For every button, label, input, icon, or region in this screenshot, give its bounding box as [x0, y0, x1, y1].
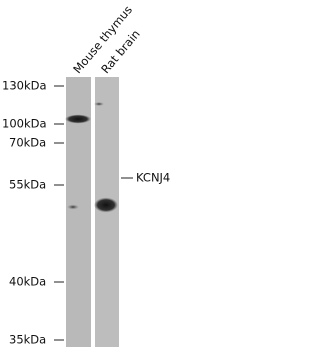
band	[94, 197, 118, 213]
band	[67, 204, 79, 210]
marker-label: 55kDa	[9, 178, 46, 192]
marker-label: 70kDa	[9, 136, 46, 150]
marker-label: 100kDa	[2, 117, 47, 131]
blot-figure: Mouse thymus Rat brain 130kDa 100kDa 70k…	[2, 3, 170, 347]
marker-label: 35kDa	[9, 333, 46, 347]
band-label: KCNJ4	[136, 171, 170, 185]
marker-label: 40kDa	[9, 275, 46, 289]
band	[94, 102, 104, 106]
band	[65, 114, 91, 124]
page: Mouse thymus Rat brain 130kDa 100kDa 70k…	[2, 2, 171, 347]
marker-label: 130kDa	[2, 79, 47, 93]
